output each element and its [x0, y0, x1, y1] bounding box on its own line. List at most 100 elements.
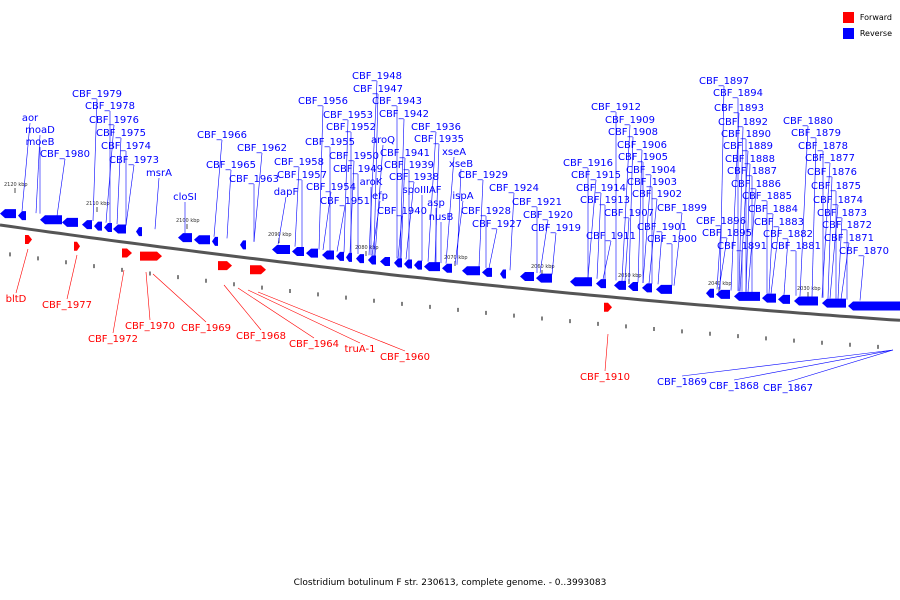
- gene-label: CBF_1901: [637, 222, 687, 233]
- label-leader: [827, 176, 833, 299]
- label-leader: [105, 124, 115, 223]
- reverse-gene: [628, 282, 638, 292]
- label-leader: [336, 205, 346, 252]
- reverse-gene: [336, 251, 344, 261]
- reverse-gene: [794, 296, 818, 306]
- label-leader: [799, 125, 809, 297]
- label-leader: [821, 162, 831, 298]
- label-leader: [445, 156, 455, 264]
- gene-label: CBF_1871: [824, 233, 874, 244]
- reverse-gene: [482, 267, 492, 277]
- reverse-gene: [104, 222, 112, 232]
- reverse-gene: [240, 240, 246, 250]
- map-caption: Clostridium botulinum F str. 230613, com…: [293, 578, 607, 588]
- gene-label: CBF_1875: [811, 181, 861, 192]
- gene-label: spoIIIAF: [402, 185, 441, 196]
- gene-label: CBF_1924: [489, 183, 539, 194]
- label-leader: [397, 215, 403, 259]
- gene-label: CBF_1890: [721, 129, 771, 140]
- scale-tick-label: 2100 kbp: [176, 218, 200, 224]
- reverse-gene: [778, 294, 790, 304]
- reverse-gene: [442, 263, 452, 273]
- label-leader: [92, 98, 98, 221]
- label-leader: [349, 160, 355, 254]
- gene-label: CBF_1955: [305, 137, 355, 148]
- gene-label: CBF_1972: [88, 334, 138, 345]
- label-leader: [116, 137, 122, 225]
- gene-label: CBF_1904: [626, 165, 676, 176]
- label-leader: [213, 139, 223, 237]
- gene-label: CBF_1968: [236, 331, 286, 342]
- gene-label: moaD: [25, 125, 55, 136]
- gene-label: CBF_1912: [591, 102, 641, 113]
- label-leader: [318, 105, 324, 250]
- label-leader: [237, 287, 315, 339]
- gene-label: CBF_1920: [523, 210, 573, 221]
- gene-label: CBF_1964: [289, 339, 339, 350]
- gene-label: CBF_1885: [742, 191, 792, 202]
- label-leader: [66, 254, 78, 300]
- gene-label: nusB: [429, 212, 454, 223]
- label-leader: [434, 143, 440, 263]
- reverse-gene: [614, 280, 626, 290]
- label-leader: [478, 179, 484, 268]
- gene-label: CBF_1884: [748, 204, 798, 215]
- gene-label: CBF_1979: [72, 89, 122, 100]
- forward-gene: [122, 248, 132, 258]
- gene-label: CBF_1957: [277, 170, 327, 181]
- reverse-gene: [94, 221, 102, 231]
- reverse-gene: [292, 246, 304, 256]
- label-leader: [400, 157, 406, 259]
- gene-label: CBF_1881: [771, 241, 821, 252]
- label-leader: [35, 134, 41, 214]
- forward-gene: [140, 251, 162, 261]
- backbone-line: [0, 223, 900, 322]
- label-leader: [719, 85, 725, 290]
- gene-label: CBF_1879: [791, 128, 841, 139]
- gene-label: bltD: [6, 294, 27, 305]
- gene-label: CBF_1907: [604, 208, 654, 219]
- label-leader: [343, 119, 349, 253]
- reverse-gene: [642, 283, 652, 293]
- reverse-gene: [734, 291, 760, 301]
- gene-label: CBF_1948: [352, 71, 402, 82]
- gene-label: CBF_1874: [813, 195, 863, 206]
- genome-backbone: [0, 223, 900, 322]
- label-leader: [145, 271, 151, 321]
- reverse-gene: [212, 236, 218, 246]
- reverse-gene: [380, 256, 390, 266]
- scale-tick-label: 2080 kbp: [355, 245, 379, 251]
- legend-reverse: Reverse: [842, 25, 892, 41]
- reverse-gene: [356, 254, 364, 264]
- label-leader: [277, 196, 287, 245]
- reverse-gene: [596, 279, 606, 289]
- label-leader: [604, 333, 609, 372]
- forward-gene: [74, 241, 80, 251]
- label-leader: [602, 240, 612, 280]
- label-leader: [15, 248, 29, 294]
- gene-label: CBF_1915: [571, 170, 621, 181]
- label-leader: [371, 200, 381, 256]
- gene-label: CBF_1960: [380, 352, 430, 363]
- reverse-gene: [822, 298, 846, 308]
- reverse-gene: [113, 224, 126, 234]
- gene-label: CBF_1894: [713, 88, 763, 99]
- label-leader: [642, 174, 652, 283]
- gene-label: CBF_1958: [274, 157, 324, 168]
- reverse-gene: [136, 227, 142, 237]
- forward-gene: [25, 235, 32, 245]
- label-leader: [373, 93, 379, 256]
- reverse-swatch: [842, 27, 854, 39]
- reverse-gene: [272, 244, 290, 254]
- gene-label: CBF_1943: [372, 96, 422, 107]
- gene-label: CBF_1970: [125, 321, 175, 332]
- reverse-gene: [848, 301, 900, 311]
- label-leader: [657, 231, 663, 285]
- reverse-gene: [656, 284, 672, 294]
- label-leader: [456, 168, 462, 265]
- gene-label: CBF_1954: [306, 182, 356, 193]
- gene-label: CBF_1916: [563, 158, 613, 169]
- gene-label: msrA: [146, 168, 172, 179]
- label-leader: [257, 291, 406, 352]
- gene-label: CBF_1886: [731, 179, 781, 190]
